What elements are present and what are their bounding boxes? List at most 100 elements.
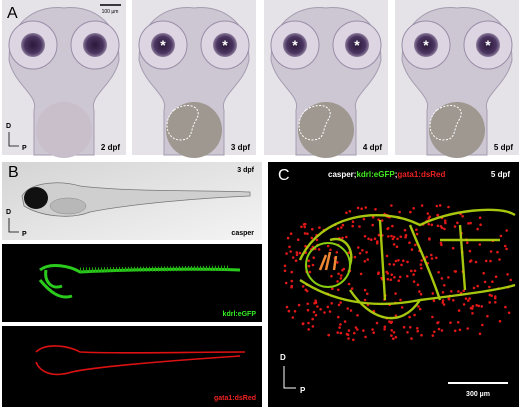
cell bbox=[295, 251, 299, 254]
caption: gata1:dsRed bbox=[214, 395, 256, 402]
cell bbox=[358, 225, 361, 228]
cell bbox=[504, 305, 507, 309]
cell bbox=[377, 233, 381, 237]
cell bbox=[363, 260, 367, 263]
eye bbox=[283, 33, 307, 57]
cell bbox=[293, 310, 297, 313]
cell bbox=[302, 223, 306, 226]
cell bbox=[392, 235, 396, 239]
cell bbox=[347, 282, 351, 286]
cell bbox=[478, 216, 482, 219]
cell bbox=[365, 251, 368, 254]
cell bbox=[338, 326, 341, 329]
blood-cells bbox=[35, 345, 246, 376]
cell bbox=[340, 274, 343, 277]
cell bbox=[347, 329, 351, 332]
cell bbox=[303, 225, 307, 229]
cell bbox=[453, 225, 457, 228]
cell bbox=[486, 314, 489, 318]
cell bbox=[406, 260, 409, 264]
cell bbox=[427, 217, 431, 220]
cell bbox=[440, 329, 444, 332]
cell bbox=[413, 269, 417, 273]
cell bbox=[409, 210, 412, 214]
cell bbox=[291, 256, 295, 259]
cell bbox=[410, 248, 414, 251]
cell bbox=[337, 288, 340, 292]
cell bbox=[435, 204, 439, 208]
panel-a: 2 dpf * * 3 dpf * * 4 dpf * * 5 dpf A 100 µm D P bbox=[2, 0, 519, 158]
cell bbox=[484, 259, 488, 263]
cell bbox=[295, 253, 299, 257]
cell bbox=[437, 327, 441, 331]
cell bbox=[290, 270, 294, 274]
cell bbox=[449, 321, 452, 325]
panel-title: casper;kdrl:eGFP;gata1:dsRed bbox=[328, 170, 446, 179]
yolk bbox=[166, 102, 222, 158]
cell bbox=[409, 326, 412, 329]
axis-arrow bbox=[8, 132, 19, 147]
cell bbox=[430, 253, 433, 257]
cell bbox=[287, 309, 291, 313]
cell bbox=[387, 235, 390, 238]
cell bbox=[362, 329, 365, 332]
cell bbox=[314, 299, 317, 303]
cell bbox=[339, 331, 343, 335]
cell bbox=[385, 270, 389, 274]
cell bbox=[436, 321, 439, 325]
cell bbox=[498, 258, 501, 261]
cell bbox=[457, 290, 460, 293]
cell bbox=[416, 329, 420, 333]
cell bbox=[444, 221, 447, 225]
cell bbox=[314, 313, 318, 317]
cell bbox=[402, 259, 405, 263]
eye bbox=[151, 33, 175, 57]
cell bbox=[339, 323, 342, 326]
cell bbox=[317, 248, 321, 251]
eye bbox=[414, 33, 438, 57]
panel-label: B bbox=[8, 164, 19, 181]
cell bbox=[341, 223, 345, 227]
cell bbox=[475, 304, 479, 307]
stage-label: 2 dpf bbox=[101, 143, 120, 152]
liver-outline bbox=[298, 105, 331, 141]
cell bbox=[306, 232, 309, 235]
cell bbox=[447, 205, 450, 209]
cell bbox=[416, 327, 419, 330]
cell bbox=[480, 305, 484, 308]
eye bbox=[476, 33, 500, 57]
cell bbox=[363, 298, 367, 302]
cell bbox=[370, 238, 373, 241]
cell bbox=[386, 277, 390, 281]
cell bbox=[284, 281, 288, 285]
cell bbox=[431, 292, 435, 295]
panel-b: B 3 dpf casper D P kdrl:eGFP gata1:dsRed bbox=[2, 162, 262, 407]
cell bbox=[339, 301, 343, 304]
cell bbox=[372, 331, 376, 335]
cell bbox=[410, 337, 413, 340]
cell bbox=[403, 228, 407, 232]
cell bbox=[488, 301, 492, 304]
fluorescence-image bbox=[2, 244, 262, 322]
stage-label: 3 dpf bbox=[231, 143, 250, 152]
cell bbox=[296, 238, 300, 241]
cell bbox=[319, 308, 322, 311]
cell bbox=[349, 309, 353, 312]
cell bbox=[347, 337, 350, 340]
cell bbox=[328, 310, 332, 313]
cell bbox=[418, 307, 422, 311]
cell bbox=[458, 328, 462, 332]
cell bbox=[488, 285, 491, 289]
cell bbox=[489, 259, 492, 263]
caption: kdrl:eGFP bbox=[223, 311, 257, 318]
liver-outline bbox=[166, 105, 199, 141]
yolk bbox=[49, 197, 87, 215]
cell bbox=[316, 305, 319, 308]
cell bbox=[373, 237, 377, 240]
cell bbox=[400, 263, 403, 267]
stage-label: 4 dpf bbox=[363, 143, 382, 152]
cell bbox=[436, 213, 440, 217]
cell bbox=[318, 226, 321, 229]
cell bbox=[311, 317, 315, 321]
cell bbox=[339, 277, 343, 280]
